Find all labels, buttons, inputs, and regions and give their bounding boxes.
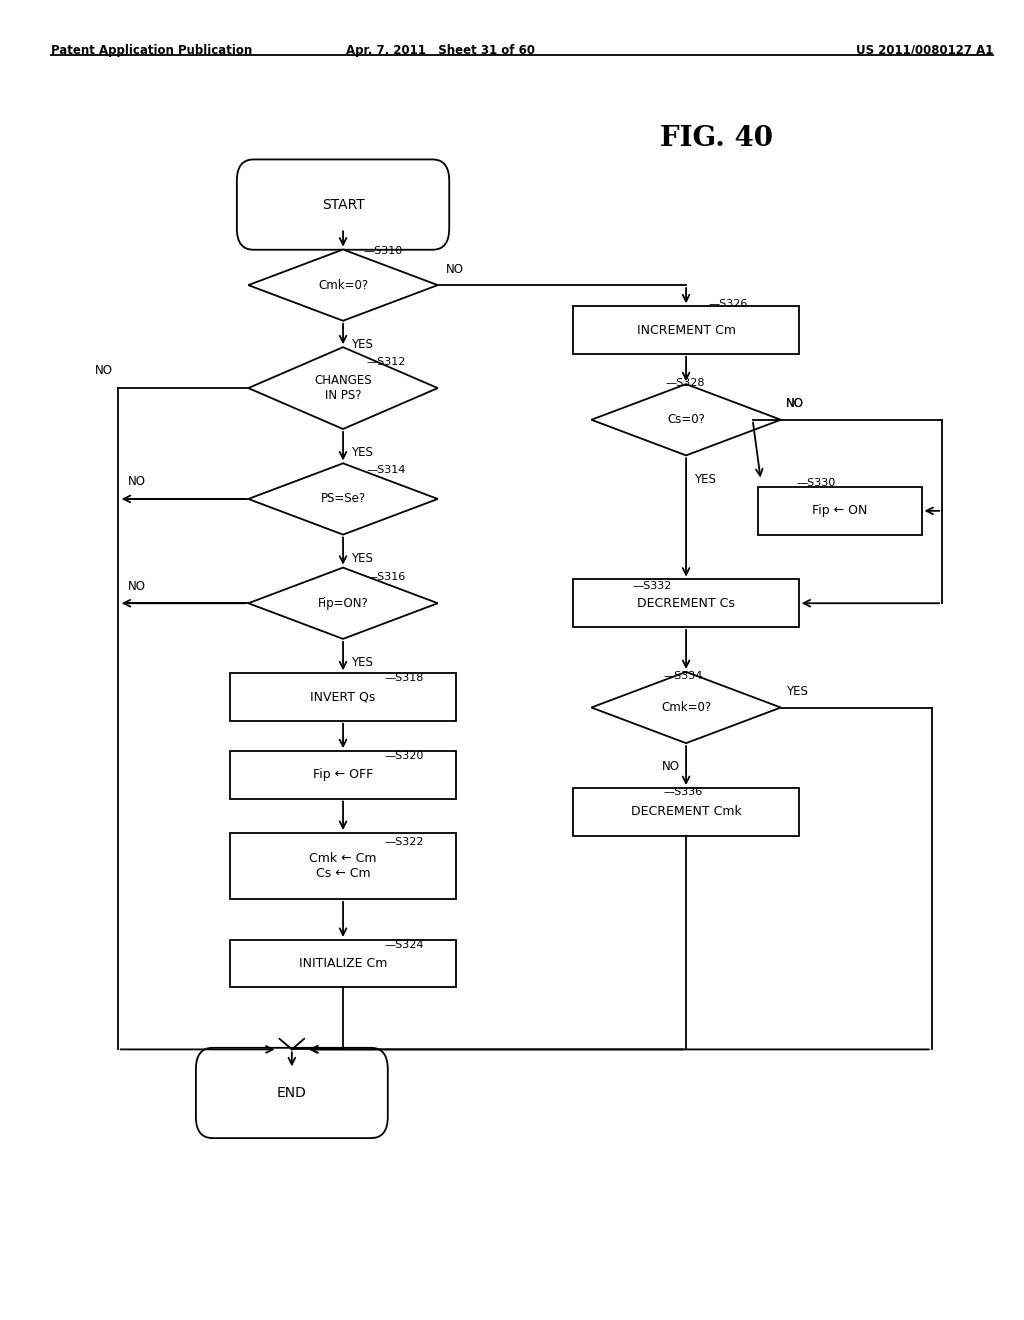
Polygon shape	[592, 384, 781, 455]
Polygon shape	[249, 249, 438, 321]
Text: Cmk=0?: Cmk=0?	[662, 701, 711, 714]
Text: YES: YES	[351, 552, 373, 565]
Text: Cmk=0?: Cmk=0?	[318, 279, 368, 292]
Text: —S324: —S324	[384, 940, 424, 950]
Text: —S326: —S326	[709, 298, 748, 309]
Text: NO: NO	[786, 397, 804, 411]
Text: NO: NO	[786, 397, 804, 411]
Bar	[230, 833, 456, 899]
Text: INITIALIZE Cm: INITIALIZE Cm	[299, 957, 387, 970]
Text: —S328: —S328	[666, 378, 706, 388]
Text: DECREMENT Cmk: DECREMENT Cmk	[631, 805, 741, 818]
Polygon shape	[249, 463, 438, 535]
Text: PS=Se?: PS=Se?	[321, 492, 366, 506]
Text: YES: YES	[351, 338, 373, 351]
Bar	[573, 788, 799, 836]
Text: NO: NO	[662, 760, 680, 774]
Text: —S332: —S332	[633, 581, 672, 591]
Text: NO: NO	[128, 475, 146, 488]
Text: Fip ← ON: Fip ← ON	[812, 504, 867, 517]
Polygon shape	[249, 568, 438, 639]
Polygon shape	[249, 347, 438, 429]
Bar	[573, 579, 799, 627]
Text: Patent Application Publication: Patent Application Publication	[51, 44, 253, 57]
Text: —S316: —S316	[367, 572, 406, 582]
Text: CHANGES
IN PS?: CHANGES IN PS?	[314, 374, 372, 403]
Text: —S312: —S312	[367, 356, 406, 367]
Text: US 2011/0080127 A1: US 2011/0080127 A1	[856, 44, 993, 57]
Text: Cmk ← Cm
Cs ← Cm: Cmk ← Cm Cs ← Cm	[309, 851, 377, 880]
Text: —S310: —S310	[364, 246, 402, 256]
Text: —S318: —S318	[384, 673, 423, 684]
Text: INVERT Qs: INVERT Qs	[310, 690, 376, 704]
Bar	[230, 673, 456, 721]
Text: —S314: —S314	[367, 465, 406, 475]
Text: Apr. 7, 2011   Sheet 31 of 60: Apr. 7, 2011 Sheet 31 of 60	[346, 44, 535, 57]
Text: NO: NO	[128, 579, 146, 593]
Text: NO: NO	[94, 364, 113, 378]
Text: INCREMENT Cm: INCREMENT Cm	[637, 323, 735, 337]
Text: START: START	[322, 198, 365, 211]
Bar	[230, 751, 456, 799]
Text: YES: YES	[351, 446, 373, 459]
Text: NO: NO	[446, 263, 464, 276]
Text: YES: YES	[694, 473, 716, 486]
Bar	[230, 940, 456, 987]
Text: YES: YES	[786, 685, 808, 698]
Text: —S334: —S334	[664, 671, 702, 681]
Text: Fip ← OFF: Fip ← OFF	[313, 768, 373, 781]
Polygon shape	[592, 672, 781, 743]
Text: FIG. 40: FIG. 40	[660, 125, 773, 152]
Text: —S336: —S336	[664, 787, 702, 797]
Text: Fip=ON?: Fip=ON?	[317, 597, 369, 610]
FancyBboxPatch shape	[237, 160, 450, 249]
Text: —S320: —S320	[384, 751, 423, 762]
Text: Cs=0?: Cs=0?	[668, 413, 705, 426]
Bar	[573, 306, 799, 354]
Text: —S322: —S322	[384, 837, 424, 847]
Text: YES: YES	[351, 656, 373, 669]
Text: END: END	[276, 1086, 307, 1100]
FancyBboxPatch shape	[196, 1048, 388, 1138]
Bar	[758, 487, 922, 535]
Text: —S330: —S330	[797, 478, 836, 488]
Text: DECREMENT Cs: DECREMENT Cs	[637, 597, 735, 610]
